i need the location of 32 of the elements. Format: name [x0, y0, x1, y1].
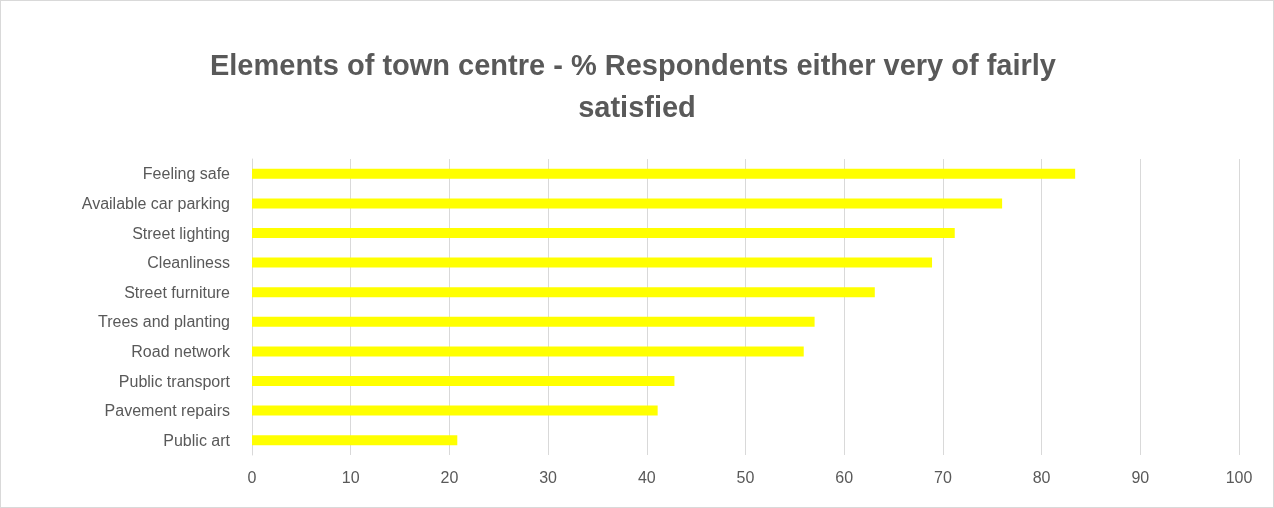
y-tick-label: Feeling safe — [142, 165, 231, 183]
x-tick-label: 0 — [247, 468, 257, 486]
bar — [252, 316, 815, 327]
bar — [252, 405, 658, 416]
bar — [252, 168, 1076, 179]
bar — [252, 257, 933, 268]
x-tick-label: 20 — [440, 468, 459, 486]
x-tick-label: 40 — [637, 468, 656, 486]
x-tick-label: 60 — [835, 468, 854, 486]
y-tick-label: Pavement repairs — [104, 402, 230, 420]
bar — [252, 376, 675, 386]
x-tick-label: 70 — [934, 468, 952, 486]
bar — [252, 435, 458, 446]
x-tick-label: 50 — [736, 468, 755, 486]
y-tick-label: Available car parking — [81, 194, 230, 212]
x-tick-label: 90 — [1131, 468, 1150, 486]
y-tick-label: Street lighting — [132, 224, 230, 242]
x-tick-label: 30 — [539, 468, 558, 486]
bar — [252, 198, 1003, 209]
x-tick-label: 100 — [1225, 468, 1253, 486]
x-tick-label: 80 — [1032, 468, 1051, 486]
bar — [252, 346, 804, 357]
bar — [252, 287, 875, 298]
y-tick-label: Trees and planting — [98, 313, 230, 331]
bar — [252, 228, 955, 238]
chart-title: Elements of town centre - % Respondents either very of fairly satisfied — [209, 49, 1065, 123]
y-tick-label: Public transport — [118, 372, 231, 390]
y-tick-label: Public art — [163, 431, 231, 449]
y-tick-label: Road network — [131, 342, 231, 360]
x-tick-label: 10 — [341, 468, 360, 486]
y-tick-label: Cleanliness — [147, 254, 230, 272]
y-tick-label: Street furniture — [124, 283, 231, 301]
